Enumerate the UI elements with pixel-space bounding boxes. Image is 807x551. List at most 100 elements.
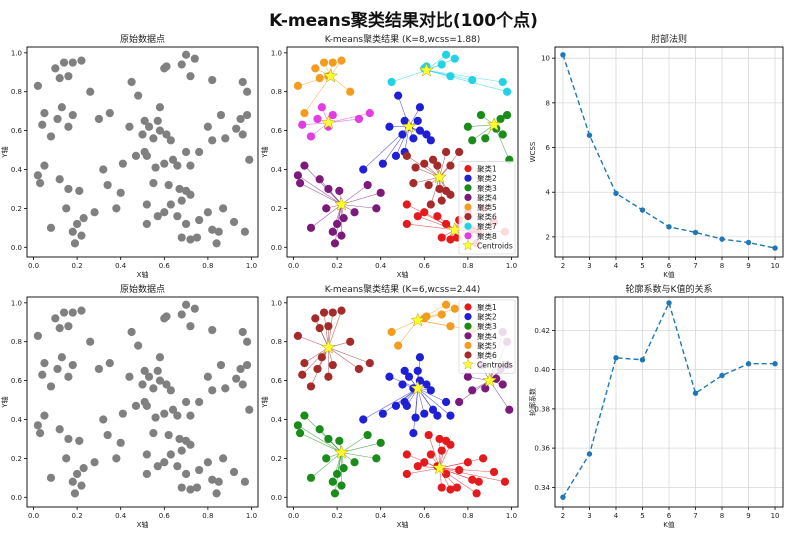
centroid-link	[439, 444, 451, 469]
data-point	[208, 225, 217, 234]
data-point	[330, 239, 340, 248]
y-tick-label: 0.0	[271, 244, 282, 252]
centroid-marker	[410, 380, 426, 395]
x-tick-label: 6	[667, 262, 672, 270]
data-point	[315, 425, 324, 434]
legend-swatch	[464, 165, 472, 173]
data-point	[62, 204, 71, 213]
centroid-marker	[432, 169, 447, 184]
data-point	[376, 438, 385, 447]
centroid-link	[363, 388, 418, 420]
centroid-marker	[334, 444, 349, 459]
data-point	[68, 360, 77, 370]
data-point	[195, 397, 204, 407]
line-marker	[772, 361, 778, 367]
data-point	[142, 219, 151, 229]
y-tick-label: 0.4	[271, 166, 283, 174]
x-tick-label: 0.4	[375, 512, 387, 520]
data-point	[166, 450, 175, 459]
data-point	[38, 120, 47, 129]
y-tick-label: 0.6	[11, 377, 23, 385]
data-point	[441, 397, 451, 407]
data-point	[103, 430, 112, 440]
data-point	[175, 434, 184, 444]
data-point	[116, 188, 125, 197]
data-point	[94, 364, 104, 374]
legend-swatch	[464, 332, 472, 340]
data-point	[422, 380, 431, 389]
data-point	[328, 477, 337, 486]
x-tick-label: 8	[720, 512, 724, 520]
data-point	[428, 405, 438, 414]
data-point	[503, 110, 512, 120]
data-point	[337, 481, 346, 490]
data-point	[394, 341, 403, 350]
data-point	[160, 458, 169, 467]
data-point	[354, 364, 364, 374]
x-tick-label: 10	[771, 262, 780, 270]
line-marker	[613, 190, 619, 197]
line-marker	[639, 357, 646, 363]
centroid-link	[328, 112, 370, 124]
data-point	[151, 413, 160, 422]
centroid-marker	[419, 62, 434, 77]
plot-frame	[286, 46, 519, 258]
data-point	[33, 421, 42, 430]
data-point	[413, 462, 422, 471]
centroid-link	[297, 425, 342, 453]
data-point	[420, 458, 429, 467]
x-axis-label: K值	[663, 520, 675, 529]
data-point	[463, 458, 472, 467]
data-point	[155, 126, 165, 135]
y-tick-label: 0.36	[534, 445, 550, 453]
data-point	[441, 147, 451, 157]
legend-label: 聚类4	[477, 192, 497, 202]
centroid-link	[341, 442, 381, 453]
data-point	[40, 109, 49, 118]
data-point	[153, 366, 162, 375]
line-marker	[586, 451, 593, 457]
data-point	[500, 477, 510, 486]
data-point	[365, 109, 374, 118]
data-point	[400, 116, 409, 125]
data-point	[300, 411, 309, 420]
data-point	[328, 308, 337, 317]
line-marker	[639, 207, 646, 213]
x-tick-label: 6	[667, 512, 672, 520]
centroid-link	[341, 184, 368, 205]
data-point	[73, 219, 82, 229]
data-point	[300, 109, 309, 118]
y-tick-label: 6	[546, 144, 551, 152]
data-point	[64, 122, 73, 131]
data-point	[313, 364, 322, 374]
data-point	[46, 132, 56, 141]
x-tick-label: 8	[720, 262, 724, 270]
data-point	[498, 130, 507, 139]
x-tick-label: 0.2	[332, 512, 343, 520]
data-point	[51, 64, 60, 73]
data-point	[402, 151, 411, 160]
data-point	[479, 454, 488, 463]
data-point	[293, 171, 302, 180]
data-point	[372, 204, 381, 213]
legend-swatch	[464, 184, 472, 192]
data-point	[472, 489, 481, 498]
data-point	[337, 306, 346, 315]
plot-frame	[26, 296, 259, 508]
data-point	[153, 116, 162, 125]
data-point	[450, 304, 459, 313]
data-point	[236, 114, 245, 124]
data-point	[498, 380, 507, 389]
data-point	[243, 360, 252, 370]
centroid-link	[413, 176, 440, 184]
data-point	[229, 467, 239, 477]
data-point	[118, 159, 127, 168]
x-tick-label: 0.2	[332, 262, 343, 270]
y-tick-label: 0.34	[534, 484, 550, 492]
data-point	[474, 477, 483, 486]
data-point	[221, 134, 230, 143]
data-point	[238, 130, 247, 139]
data-point	[441, 219, 451, 229]
legend-label: 聚类3	[477, 183, 497, 193]
centroid-marker	[482, 372, 497, 387]
